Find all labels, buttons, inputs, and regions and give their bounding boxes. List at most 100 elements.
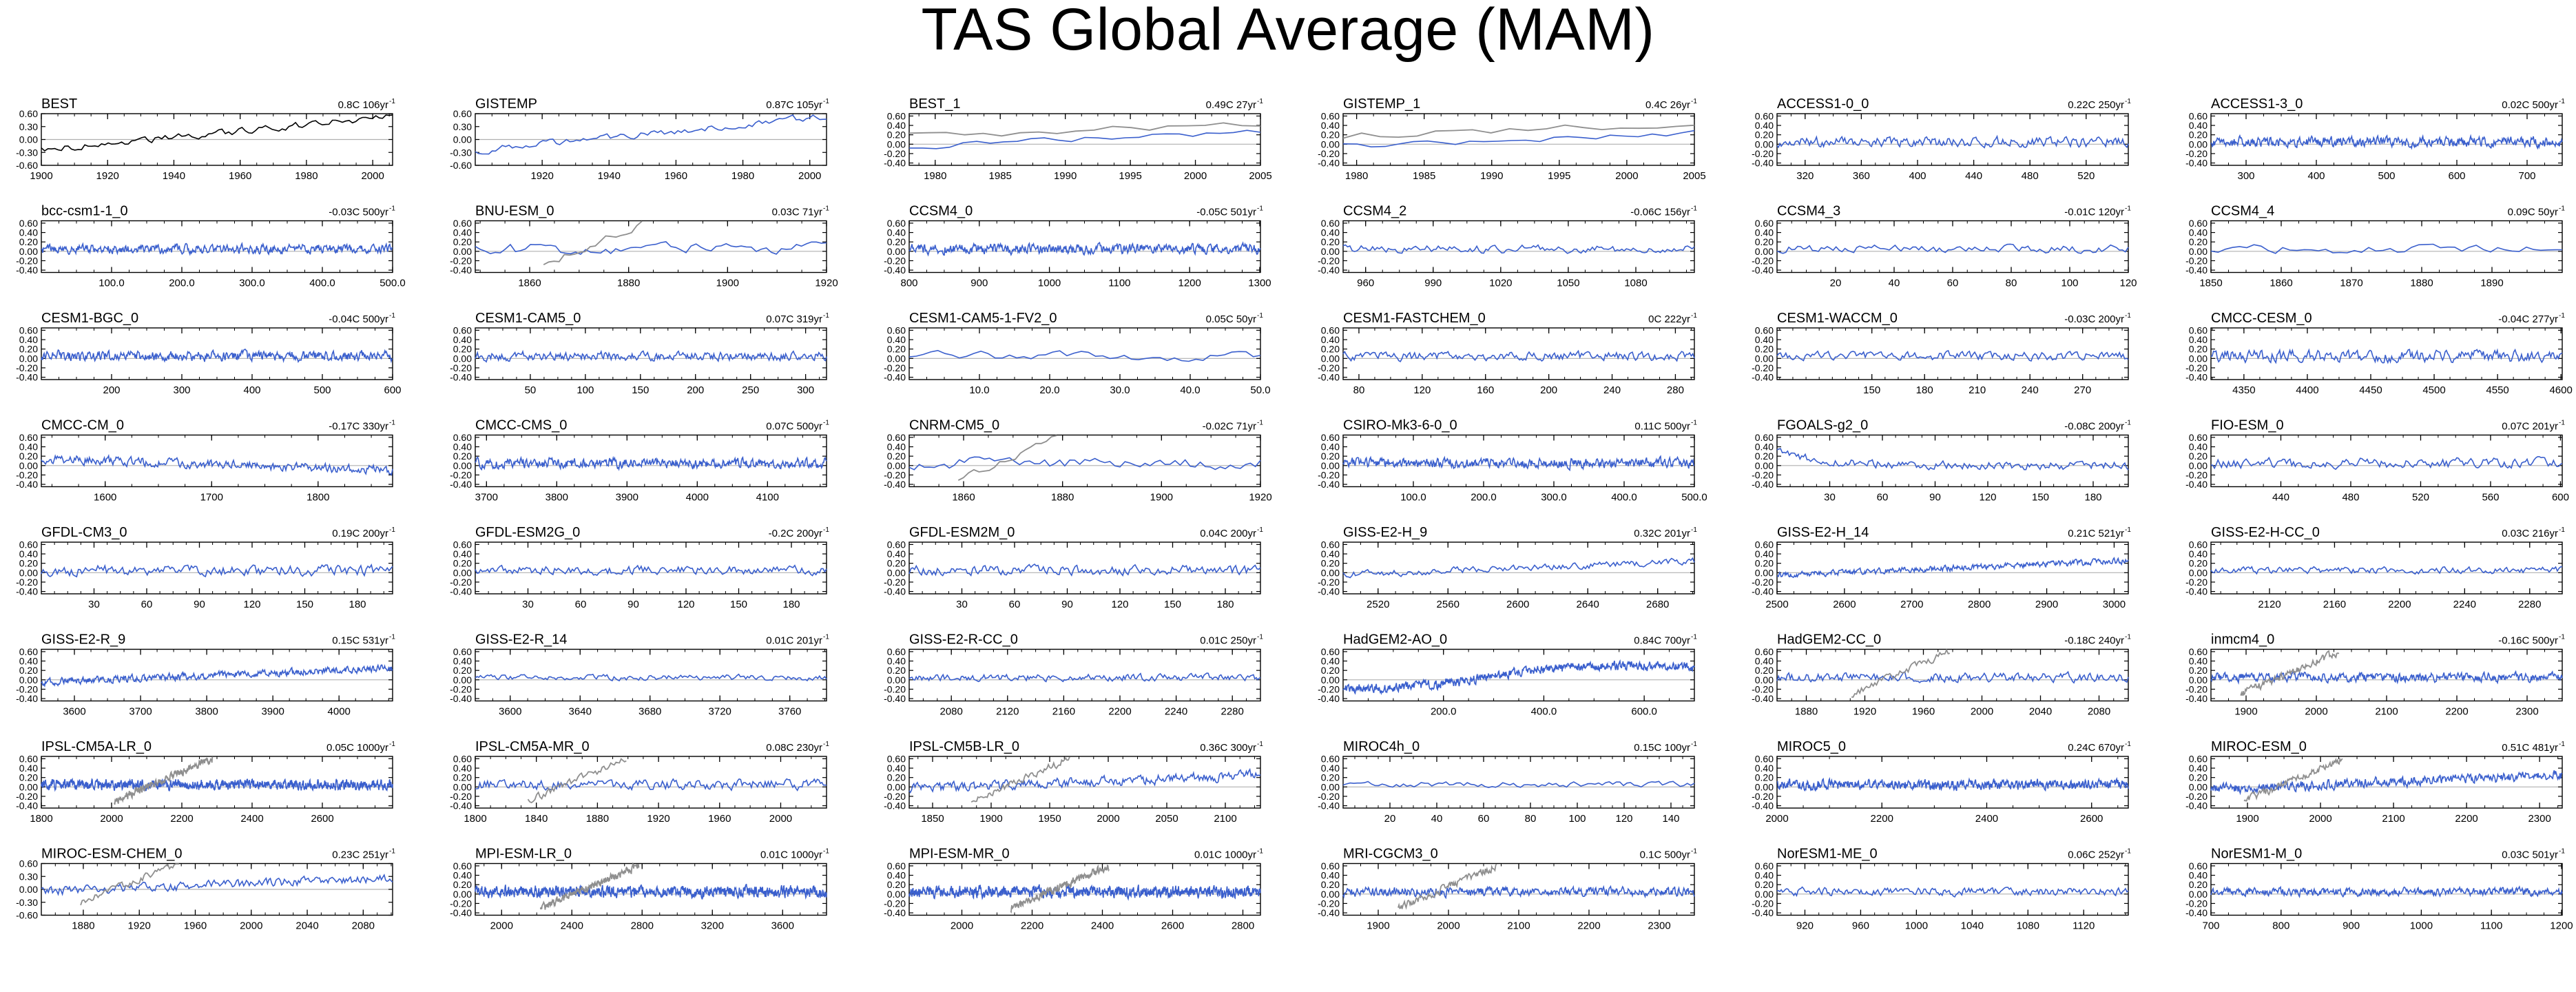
- x-tick-label: 200.0: [1471, 492, 1497, 504]
- panel-stat: 0.11C 500yr: [1634, 421, 1690, 433]
- panel-stat-unit: -1: [1691, 205, 1697, 213]
- x-tick-label: 400.0: [1531, 706, 1557, 718]
- series-line: [1342, 244, 1695, 254]
- y-tick-label: 0.60: [887, 218, 906, 229]
- panel-title: GISTEMP: [475, 96, 537, 112]
- y-tick-label: 0.60: [19, 432, 38, 443]
- panel-stat-unit: -1: [1257, 634, 1263, 641]
- observation-overlay-line: [1342, 124, 1695, 139]
- observation-overlay-line: [2243, 757, 2343, 802]
- x-tick-label: 1900: [30, 170, 52, 182]
- y-tick-label: -0.40: [1752, 693, 1774, 704]
- y-tick-label: 0.00: [1755, 246, 1774, 257]
- y-tick-label: 0.20: [19, 558, 38, 569]
- y-tick-label: 0.60: [453, 539, 472, 550]
- x-tick-label: 150: [1164, 599, 1181, 610]
- x-tick-label: 20.0: [1039, 384, 1059, 396]
- x-tick-label: 480: [2342, 492, 2359, 504]
- y-tick-label: 0.20: [453, 558, 472, 569]
- y-tick-label: 0.60: [1755, 753, 1774, 764]
- plot-frame: [908, 113, 1261, 166]
- y-tick-label: -0.20: [2185, 255, 2208, 266]
- x-tick-label: 180: [1916, 384, 1933, 396]
- x-tick-label: 600.0: [1631, 706, 1657, 718]
- y-tick-label: 0.60: [887, 860, 906, 871]
- x-tick-label: 50.0: [1250, 384, 1270, 396]
- y-tick-label: -0.20: [1318, 898, 1340, 909]
- panel-title: CMCC-CESM_0: [2211, 311, 2312, 326]
- plot-frame: [1342, 648, 1695, 702]
- x-tick-label: 4000: [328, 706, 351, 718]
- panel-title: ACCESS1-0_0: [1777, 96, 1869, 112]
- panel-stat-unit: -1: [823, 848, 829, 856]
- y-tick-label: 0.60: [2189, 539, 2208, 550]
- x-tick-label: 2900: [2035, 599, 2058, 610]
- x-tick-label: 1900: [2234, 706, 2257, 718]
- series-line: [1342, 781, 1695, 789]
- panel-stat: 0.07C 201yr: [2502, 421, 2558, 433]
- panel-title: IPSL-CM5A-LR_0: [41, 739, 152, 754]
- plot-frame: [1776, 862, 2129, 916]
- y-tick-label: -0.40: [1752, 479, 1774, 490]
- x-tick-label: 300: [2237, 170, 2254, 182]
- panel-stat-unit: -1: [2559, 526, 2565, 534]
- y-tick-label: 0.30: [19, 121, 38, 132]
- y-tick-label: 0.60: [1755, 218, 1774, 229]
- y-tick-label: -0.40: [16, 800, 38, 812]
- panel-title: MPI-ESM-MR_0: [909, 847, 1010, 862]
- x-tick-label: 990: [1424, 278, 1442, 289]
- plot-frame: [908, 756, 1261, 809]
- x-tick-label: 100.0: [98, 278, 125, 289]
- x-tick-label: 1880: [1051, 492, 1074, 504]
- y-tick-label: 0.00: [2189, 460, 2208, 471]
- x-tick-label: 100: [1568, 813, 1586, 825]
- x-tick-label: 2280: [1221, 706, 1244, 718]
- panel-stat: 0.49C 27yr: [1206, 99, 1256, 111]
- plot-frame: [1342, 541, 1695, 595]
- panel-stat-unit: -1: [1691, 98, 1697, 105]
- plot-frame: [475, 756, 827, 809]
- series-line: [908, 563, 1261, 577]
- series-line: [41, 663, 393, 688]
- y-tick-label: 0.60: [1321, 110, 1340, 121]
- series-line: [475, 349, 827, 363]
- panel-GFDL-CM3_0: GFDL-CM3_0 0.19C 200yr -10.600.400.200.00-…: [16, 525, 395, 610]
- panel-HadGEM2-AO_0: HadGEM2-AO_0 0.84C 700yr -1 0.600.400.200.0…: [1318, 632, 1697, 718]
- panel-stat: -0.04C 277yr: [2498, 313, 2558, 325]
- panel-stat: 0.15C 100yr: [1634, 742, 1690, 754]
- series-line: [41, 454, 393, 477]
- panel-stat-unit: -1: [1257, 741, 1263, 748]
- observation-overlay-line: [2240, 650, 2340, 696]
- panel-stat-unit: -1: [1257, 312, 1263, 320]
- y-tick-label: 0.60: [1755, 646, 1774, 657]
- x-tick-label: 1920: [1249, 492, 1271, 504]
- y-tick-label: 0.20: [1321, 130, 1340, 141]
- x-tick-label: 180: [2084, 492, 2101, 504]
- x-tick-label: 2000: [1615, 170, 1638, 182]
- panel-CSIRO-Mk3-6-0_0: CSIRO-Mk3-6-0_0 0.11C 500yr -1 0.600.400.20…: [1318, 418, 1707, 504]
- panel-stat-unit: -1: [823, 526, 829, 534]
- x-tick-label: 90: [1929, 492, 1941, 504]
- panel-CCSM4_2: CCSM4_2 -0.06C 156yr -10.600.400.200.00-0.…: [1318, 204, 1697, 289]
- x-tick-label: 300: [797, 384, 814, 396]
- y-tick-label: 0.20: [1321, 772, 1340, 783]
- x-tick-label: 440: [2272, 492, 2289, 504]
- x-tick-label: 2160: [2323, 599, 2346, 610]
- panel-stat: -0.17C 330yr: [329, 421, 388, 433]
- x-tick-label: 1800: [464, 813, 486, 825]
- y-tick-label: 0.00: [887, 674, 906, 685]
- x-tick-label: 2040: [295, 920, 318, 932]
- x-tick-label: 2600: [1161, 920, 1184, 932]
- panel-stat-unit: -1: [1691, 526, 1697, 534]
- x-tick-label: 120: [1979, 492, 1996, 504]
- y-tick-label: 0.20: [453, 236, 472, 247]
- y-tick-label: 0.40: [19, 548, 38, 559]
- x-tick-label: 1040: [1961, 920, 1984, 932]
- x-tick-label: 2000: [951, 920, 973, 932]
- x-tick-label: 3000: [2103, 599, 2126, 610]
- x-tick-label: 1920: [128, 920, 151, 932]
- panel-title: GFDL-CM3_0: [41, 525, 127, 540]
- panel-stat: 0.04C 200yr: [1200, 528, 1256, 539]
- y-tick-label: -0.40: [450, 800, 472, 812]
- panel-stat: 0.84C 700yr: [1634, 635, 1690, 647]
